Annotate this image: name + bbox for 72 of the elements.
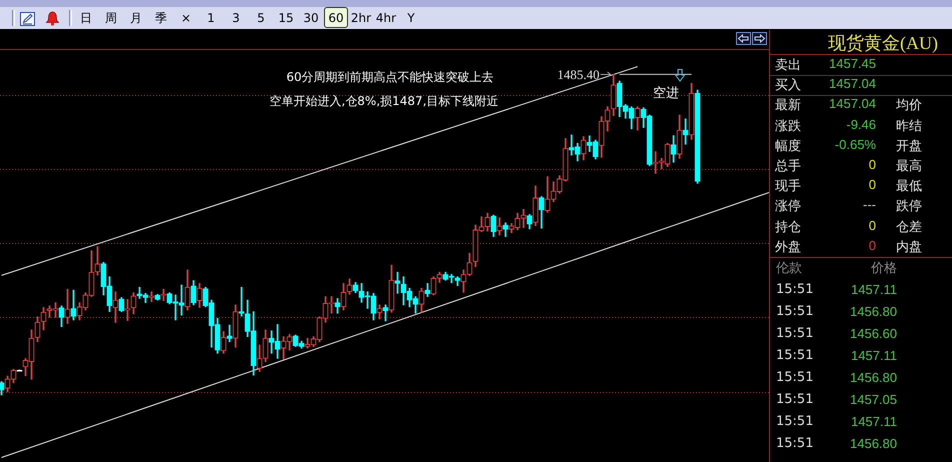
data-label: -9.46: [846, 116, 876, 134]
data-label: 0: [868, 238, 876, 255]
category-label: 3: [232, 10, 240, 27]
category-label: 15:51: [776, 304, 814, 321]
data-label: 1457.45: [829, 56, 876, 73]
data-label: 1457.04: [829, 76, 876, 94]
category-label: ×: [180, 10, 192, 27]
text: 现货黄金(AU): [828, 32, 938, 55]
data-label: 0: [868, 218, 876, 235]
candlestick: [238, 286, 244, 316]
category-label: 月: [130, 10, 142, 27]
annotation: 空单开始进入,仓8%,损1487,目标下线附近: [269, 94, 499, 108]
category-label: 总手: [775, 158, 801, 175]
category-label: 1: [207, 10, 215, 27]
category-label: 买入: [775, 77, 801, 94]
category-label: 15:51: [776, 282, 814, 299]
category-label: 内盘: [896, 240, 922, 255]
category-label: 60: [328, 10, 344, 27]
category-label: 2hr: [350, 10, 372, 27]
category-label: 15: [278, 10, 294, 27]
data-label: 1456.80: [850, 370, 897, 387]
category-label: 昨结: [896, 118, 922, 134]
category-label: 卖出: [775, 57, 801, 74]
category-label: Y: [407, 10, 415, 27]
category-label: 15:51: [776, 348, 814, 365]
category-label: 30: [303, 10, 319, 27]
category-label: 最新: [775, 97, 801, 114]
category-label: 15:51: [776, 392, 814, 409]
category-label: 现手: [775, 178, 801, 196]
data-label: 1456.80: [850, 304, 897, 321]
category-label: 4hr: [376, 10, 396, 27]
candlestick: [112, 291, 118, 323]
data-label: -0.65%: [834, 136, 876, 154]
category-label: 幅度: [775, 138, 801, 155]
category-label: 日: [80, 10, 92, 27]
category-label: 外盘: [775, 238, 801, 256]
data-label: 1457.11: [850, 348, 897, 365]
candlestick: [64, 288, 70, 324]
category-label: 15:51: [776, 326, 814, 343]
category-label: 最低: [896, 179, 922, 194]
data-label: 0: [868, 157, 876, 174]
annotation: 1485.40: [557, 66, 600, 82]
category-label: 周: [105, 10, 117, 27]
category-label: 涨跌: [775, 118, 801, 135]
text: 伦款: [776, 260, 802, 278]
category-label: 开盘: [896, 138, 922, 154]
data-label: ---: [863, 197, 876, 214]
data-label: 1457.11: [850, 282, 897, 299]
annotation: 60分周期到前期高点不能快速突破上去: [286, 70, 494, 84]
category-label: 15:51: [776, 370, 814, 387]
category-label: 5: [257, 10, 265, 27]
category-label: 最高: [896, 159, 922, 174]
category-label: 仓差: [896, 220, 922, 235]
category-label: 15:51: [776, 436, 814, 454]
data-label: 1456.80: [850, 436, 897, 454]
data-label: 1457.11: [850, 414, 897, 431]
data-label: 1457.04: [829, 96, 876, 114]
data-label: 0: [868, 177, 876, 194]
category-label: 涨停: [775, 198, 801, 216]
category-label: 持仓: [775, 218, 801, 236]
candlestick: [226, 324, 232, 342]
category-label: 均价: [896, 98, 922, 114]
category-label: 跌停: [896, 199, 922, 214]
annotation: 空进: [653, 86, 679, 101]
data-label: 1457.05: [850, 392, 897, 409]
data-label: 1456.60: [850, 326, 897, 343]
candlestick: [682, 118, 688, 145]
text: 价格: [871, 260, 897, 278]
category-label: 15:51: [776, 414, 814, 431]
candlestick: [382, 304, 388, 322]
highlighted-button: 60: [324, 7, 348, 28]
category-label: 季: [155, 10, 167, 27]
